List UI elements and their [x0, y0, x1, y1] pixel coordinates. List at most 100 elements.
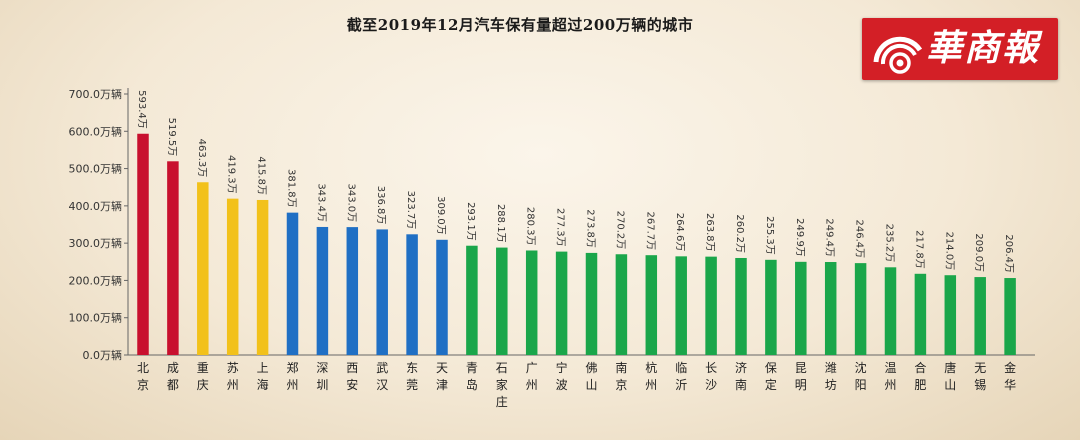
value-label: 323.7万 [405, 191, 416, 230]
wifi-eye-icon [873, 36, 923, 74]
category-label: 东莞 [406, 361, 418, 392]
bar [944, 275, 957, 355]
category-label: 上海 [257, 361, 269, 392]
category-label: 西安 [346, 361, 358, 392]
bar [496, 247, 508, 355]
category-label: 郑州 [286, 360, 298, 392]
logo-text: 華商報 [926, 27, 1041, 69]
value-label: 217.8万 [913, 230, 924, 269]
value-label: 206.4万 [1003, 234, 1014, 273]
bar [914, 273, 927, 355]
y-tick-label: 700.0万辆 [69, 87, 123, 101]
category-label: 沈阳 [855, 360, 867, 392]
value-label: 235.2万 [884, 224, 895, 263]
category-label: 苏州 [227, 361, 239, 392]
y-tick-label: 200.0万辆 [69, 273, 123, 287]
category-label: 广州 [526, 361, 538, 392]
bar [525, 250, 538, 355]
y-tick-label: 0.0万辆 [83, 348, 123, 362]
bar [167, 161, 179, 355]
bar [675, 256, 687, 355]
category-label: 潍坊 [825, 361, 837, 392]
bar [137, 133, 149, 355]
value-label: 209.0万 [973, 233, 984, 272]
value-label: 273.8万 [585, 209, 596, 248]
value-label: 343.4万 [315, 183, 326, 222]
value-label: 280.3万 [525, 207, 536, 246]
value-label: 288.1万 [495, 204, 506, 243]
bar [406, 234, 418, 355]
value-label: 255.3万 [764, 216, 775, 255]
category-label: 济南 [735, 360, 747, 392]
bar [645, 255, 658, 355]
category-label: 宁波 [556, 360, 568, 392]
category-label: 石家庄 [496, 361, 508, 409]
value-label: 519.5万 [166, 118, 177, 157]
value-label: 267.7万 [644, 212, 655, 251]
value-label: 293.1万 [465, 202, 476, 241]
value-label: 246.4万 [854, 219, 865, 258]
category-label: 长沙 [705, 361, 717, 392]
value-label: 463.3万 [196, 139, 207, 178]
category-label: 成都 [167, 361, 179, 392]
bar [316, 226, 329, 355]
bar [765, 259, 777, 355]
value-label: 336.8万 [375, 186, 386, 225]
value-label: 264.6万 [674, 213, 685, 252]
value-label: 415.8万 [256, 156, 267, 195]
bar [555, 251, 568, 355]
value-label: 270.2万 [614, 211, 625, 250]
category-label: 无锡 [974, 361, 986, 392]
bar [854, 263, 867, 355]
category-label: 保定 [765, 361, 777, 392]
bar [824, 262, 837, 355]
bar [376, 229, 388, 355]
y-tick-label: 400.0万辆 [69, 199, 123, 213]
category-label: 天津 [436, 361, 448, 392]
y-tick-label: 500.0万辆 [69, 162, 123, 176]
bar [884, 267, 897, 355]
value-label: 249.9万 [794, 218, 805, 257]
bar [436, 239, 448, 355]
y-tick-label: 600.0万辆 [69, 124, 123, 138]
bar [346, 227, 359, 355]
category-label: 青岛 [466, 361, 478, 392]
logo: 華商報 [862, 18, 1058, 80]
bar [256, 199, 269, 355]
bar [615, 254, 628, 355]
value-label: 419.3万 [226, 155, 237, 194]
value-label: 214.0万 [943, 232, 954, 271]
category-label: 深圳 [316, 361, 328, 392]
bar [735, 257, 747, 355]
bar [466, 245, 478, 355]
bar [286, 212, 299, 355]
category-label: 重庆 [197, 361, 209, 392]
value-label: 343.0万 [345, 183, 356, 222]
bar [974, 277, 986, 355]
category-label: 温州 [884, 361, 896, 392]
category-label: 杭州 [645, 360, 657, 392]
bar [585, 252, 598, 355]
chart-title: 截至2019年12月汽车保有量超过200万辆的城市 [346, 16, 694, 34]
value-label: 381.8万 [286, 169, 297, 208]
category-label: 合肥 [914, 360, 926, 392]
bar [226, 198, 239, 355]
category-label: 昆明 [795, 361, 807, 392]
category-label: 佛山 [585, 361, 597, 392]
value-label: 249.4万 [824, 218, 835, 257]
value-label: 309.0万 [435, 196, 446, 235]
value-label: 260.2万 [734, 214, 745, 253]
value-label: 263.8万 [704, 213, 715, 252]
y-tick-label: 300.0万辆 [69, 236, 123, 250]
category-label: 金华 [1004, 360, 1016, 392]
category-label: 北京 [137, 361, 149, 392]
category-label: 南京 [615, 360, 627, 392]
bar [1004, 278, 1016, 355]
y-tick-label: 100.0万辆 [69, 311, 123, 325]
category-label: 临沂 [675, 361, 687, 392]
bar [795, 261, 807, 355]
value-label: 277.3万 [555, 208, 566, 247]
category-label: 唐山 [944, 360, 956, 392]
